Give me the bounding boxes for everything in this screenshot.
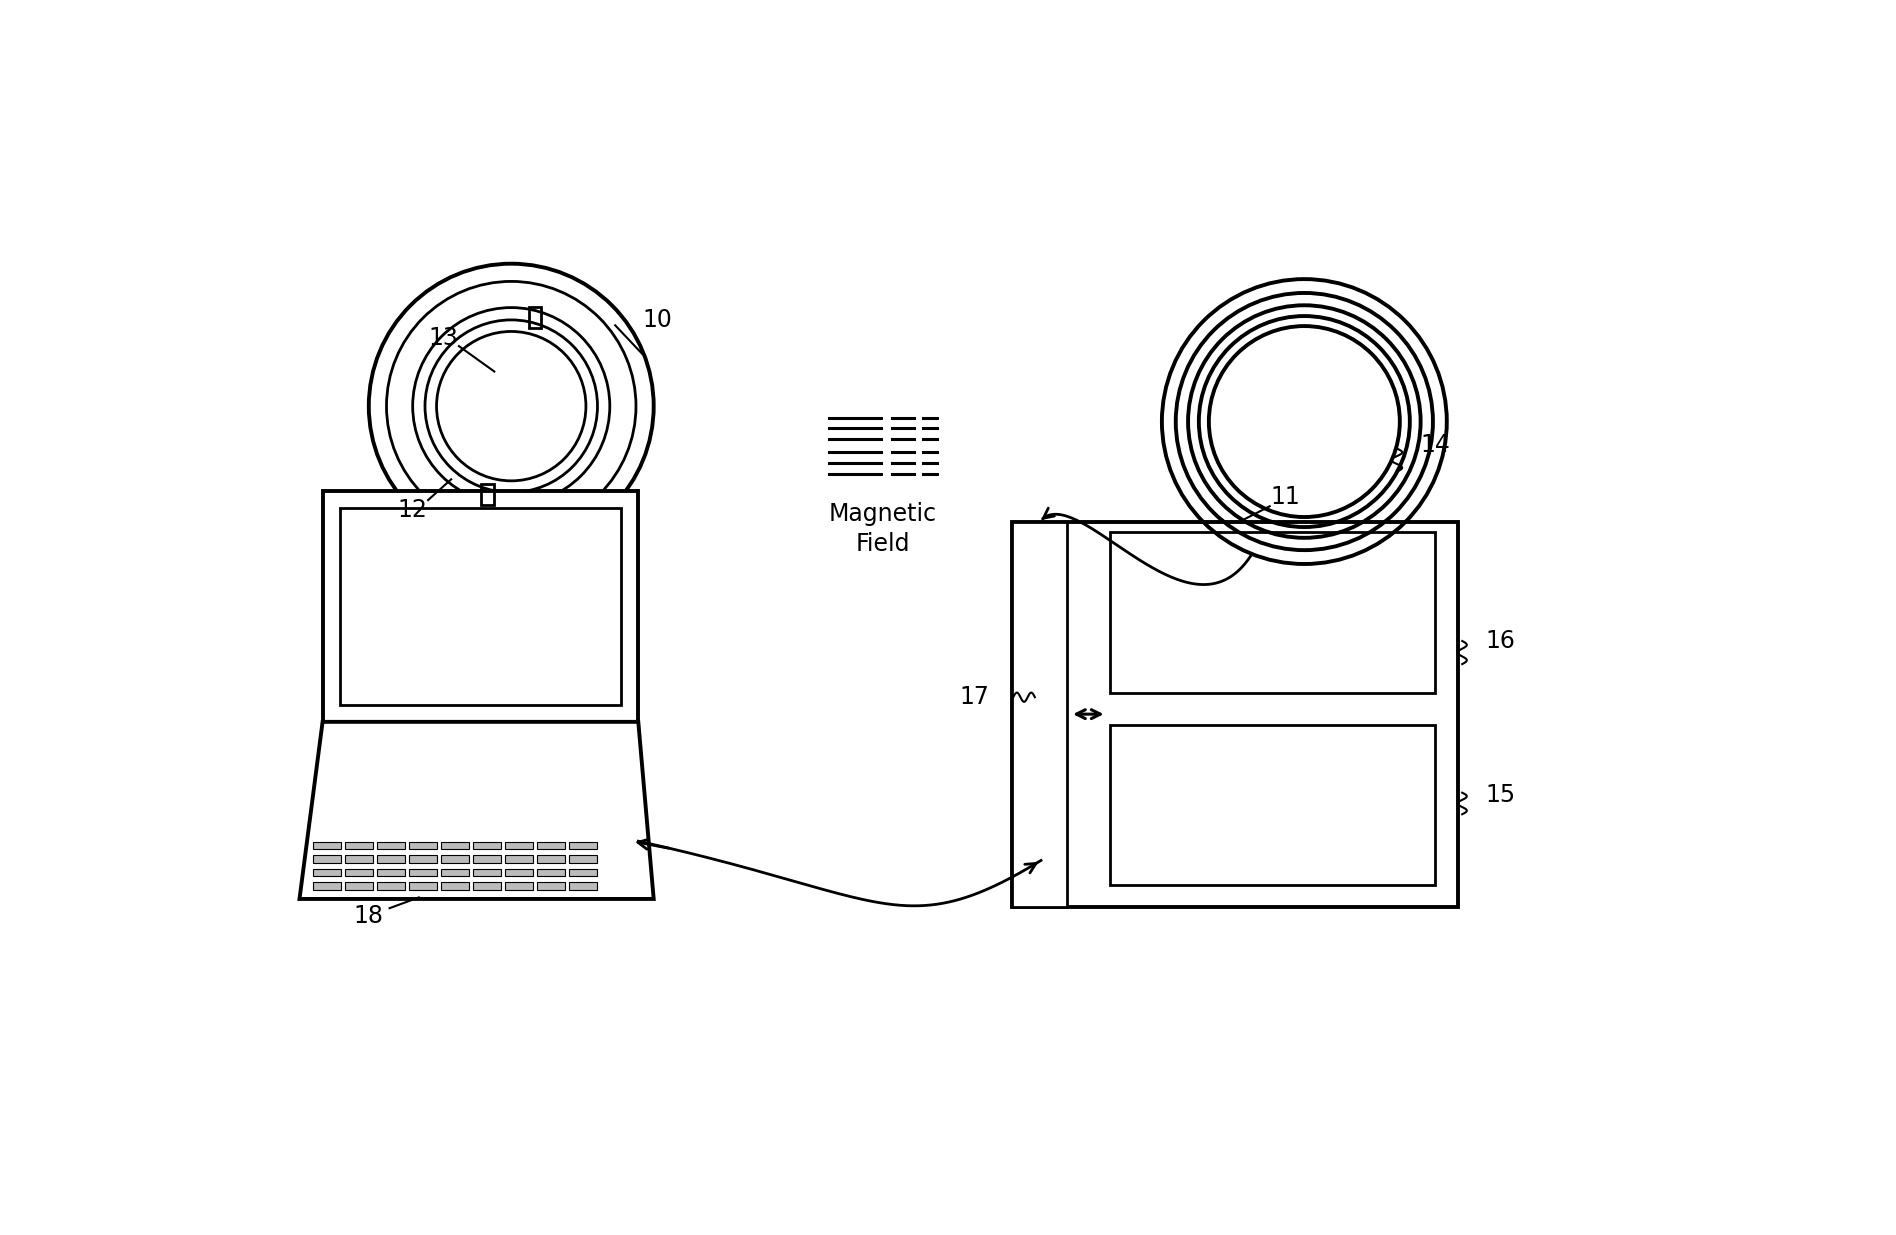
Bar [504, 882, 533, 889]
Bar [410, 868, 438, 877]
Bar [440, 882, 468, 889]
Bar [377, 882, 406, 889]
Text: 13: 13 [428, 326, 459, 351]
Polygon shape [300, 721, 654, 899]
Bar [504, 855, 533, 863]
Bar [377, 868, 406, 877]
Bar [322, 490, 639, 721]
Bar [472, 882, 501, 889]
Bar [482, 484, 493, 505]
Text: 18: 18 [355, 904, 383, 927]
Bar [1012, 521, 1458, 906]
Bar [504, 841, 533, 850]
Bar [410, 882, 438, 889]
Text: 15: 15 [1486, 783, 1515, 806]
Bar [537, 882, 565, 889]
Bar [569, 841, 597, 850]
Text: 11: 11 [1270, 485, 1301, 509]
Text: 14: 14 [1420, 432, 1450, 457]
Bar [313, 841, 341, 850]
Bar [410, 841, 438, 850]
Bar [345, 841, 374, 850]
Bar [440, 855, 468, 863]
Bar [313, 868, 341, 877]
Bar [313, 855, 341, 863]
Bar [472, 855, 501, 863]
Bar [569, 882, 597, 889]
Bar [537, 841, 565, 850]
Text: Magnetic
Field: Magnetic Field [829, 503, 937, 556]
Bar [1109, 532, 1435, 693]
Bar [569, 868, 597, 877]
Bar [1012, 521, 1067, 906]
Bar [537, 868, 565, 877]
Bar [504, 868, 533, 877]
Bar [339, 508, 622, 705]
Bar [440, 868, 468, 877]
Bar [377, 855, 406, 863]
Bar [472, 841, 501, 850]
Bar [313, 882, 341, 889]
Bar [529, 306, 540, 329]
Bar [440, 841, 468, 850]
Bar [345, 868, 374, 877]
Bar [410, 855, 438, 863]
Text: 17: 17 [959, 685, 990, 709]
Bar [345, 855, 374, 863]
Bar [472, 868, 501, 877]
Bar [345, 882, 374, 889]
Bar [377, 841, 406, 850]
Bar [569, 855, 597, 863]
Text: 16: 16 [1486, 629, 1515, 653]
Text: 10: 10 [643, 308, 673, 332]
Bar [1109, 725, 1435, 885]
Text: 12: 12 [398, 498, 428, 522]
Bar [537, 855, 565, 863]
